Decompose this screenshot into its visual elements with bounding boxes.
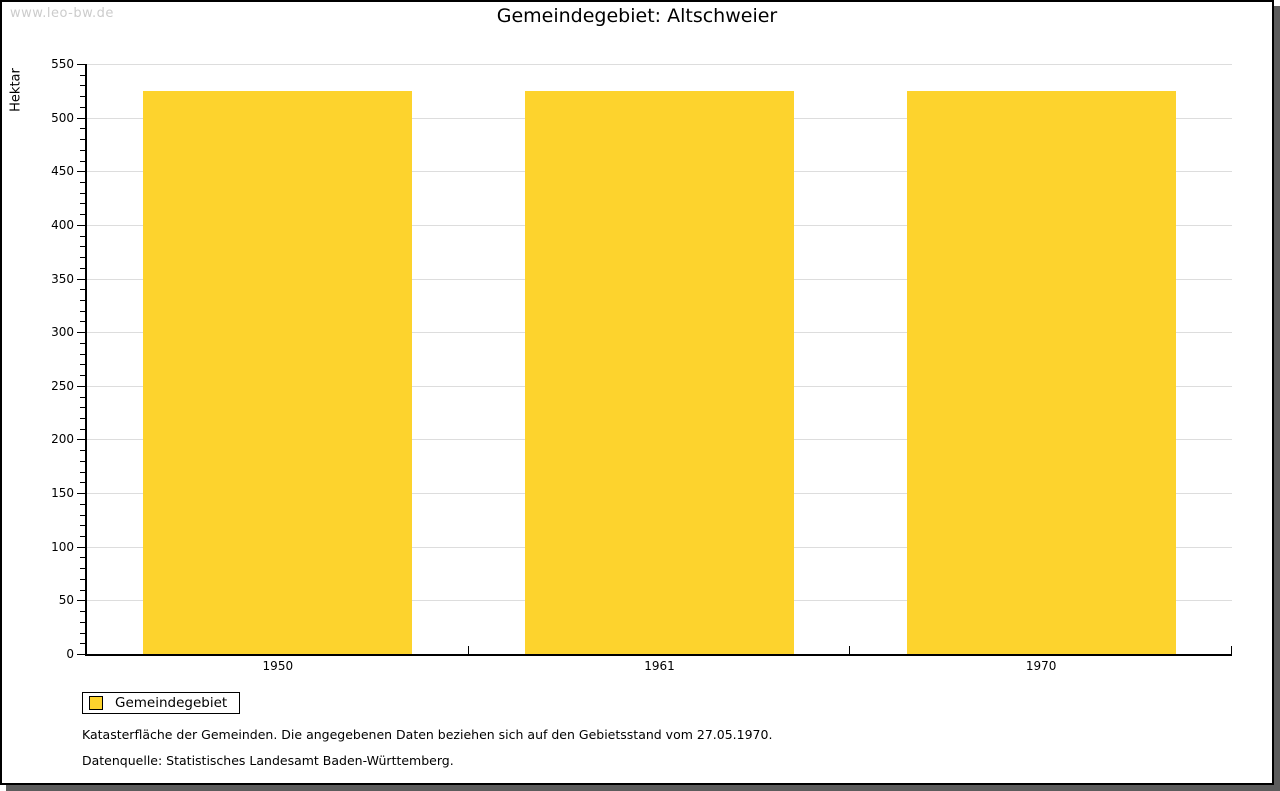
footnote-description: Katasterfläche der Gemeinden. Die angege… — [82, 727, 773, 742]
y-minor-tick-440 — [80, 182, 85, 183]
y-major-tick-400 — [77, 224, 85, 226]
y-tick-label-0: 0 — [66, 647, 74, 661]
y-major-tick-250 — [77, 385, 85, 387]
y-major-tick-450 — [77, 171, 85, 173]
x-tick-label-1950: 1950 — [262, 659, 294, 673]
y-tick-label-350: 350 — [51, 271, 74, 286]
y-minor-tick-340 — [80, 289, 85, 291]
y-minor-tick-210 — [80, 428, 85, 430]
x-tick-label-1970: 1970 — [1025, 659, 1057, 673]
y-minor-tick-170 — [80, 471, 85, 473]
y-major-tick-300 — [77, 332, 85, 334]
y-minor-tick-290 — [80, 342, 85, 344]
y-minor-tick-160 — [80, 482, 85, 484]
bar-1970 — [906, 90, 1176, 654]
footnote-source: Datenquelle: Statistisches Landesamt Bad… — [82, 753, 454, 768]
y-tick-label-400: 400 — [51, 217, 74, 232]
y-tick-label-100: 100 — [51, 539, 74, 554]
y-minor-tick-220 — [80, 418, 85, 419]
y-minor-tick-370 — [80, 257, 85, 259]
y-minor-tick-230 — [80, 407, 85, 409]
y-axis-label: Hektar — [8, 68, 24, 112]
x-boundary-tick-1 — [467, 646, 469, 654]
y-minor-tick-510 — [80, 106, 85, 108]
y-minor-tick-240 — [80, 396, 85, 398]
y-minor-tick-530 — [80, 85, 85, 87]
y-minor-tick-320 — [80, 310, 85, 312]
y-minor-tick-10 — [80, 643, 85, 645]
y-minor-tick-60 — [80, 589, 85, 591]
y-minor-tick-140 — [80, 503, 85, 505]
y-major-tick-50 — [77, 600, 85, 602]
x-boundary-tick-2 — [849, 646, 851, 654]
x-boundary-tick-3 — [1231, 646, 1232, 654]
y-minor-tick-430 — [80, 192, 85, 194]
legend: Gemeindegebiet — [82, 692, 241, 714]
y-major-tick-150 — [77, 493, 85, 495]
y-major-tick-200 — [77, 439, 85, 441]
y-tick-label-500: 500 — [51, 110, 74, 125]
y-minor-tick-40 — [80, 611, 85, 613]
y-minor-tick-130 — [80, 514, 85, 516]
y-tick-label-50: 50 — [58, 593, 74, 608]
page-title: Gemeindegebiet: Altschweier — [496, 5, 778, 27]
y-minor-tick-270 — [80, 364, 85, 366]
bar-1950 — [143, 90, 413, 654]
watermark: www.leo-bw.de — [10, 6, 114, 21]
y-minor-tick-120 — [80, 525, 85, 527]
y-major-tick-350 — [77, 278, 85, 280]
y-minor-tick-470 — [80, 149, 85, 151]
y-minor-tick-330 — [80, 300, 85, 301]
y-minor-tick-410 — [80, 214, 85, 216]
y-tick-label-450: 450 — [51, 164, 74, 179]
y-minor-tick-540 — [80, 74, 85, 76]
y-minor-tick-420 — [80, 203, 85, 205]
y-minor-tick-260 — [80, 375, 85, 377]
y-minor-tick-30 — [80, 621, 85, 623]
y-minor-tick-310 — [80, 321, 85, 323]
y-minor-tick-20 — [80, 632, 85, 634]
y-minor-tick-280 — [80, 353, 85, 355]
y-minor-tick-70 — [80, 578, 85, 580]
y-major-tick-500 — [77, 117, 85, 119]
gridline-550 — [87, 64, 1232, 65]
y-minor-tick-480 — [80, 139, 85, 141]
y-minor-tick-390 — [80, 235, 85, 237]
y-minor-tick-360 — [80, 267, 85, 269]
y-major-tick-0 — [77, 654, 85, 655]
bar-1961 — [524, 90, 795, 654]
y-minor-tick-460 — [80, 160, 85, 162]
y-tick-label-200: 200 — [51, 432, 74, 447]
plot-area — [85, 64, 1232, 656]
y-minor-tick-520 — [80, 96, 85, 98]
y-tick-label-550: 550 — [51, 57, 74, 71]
y-minor-tick-190 — [80, 450, 85, 452]
y-major-tick-550 — [77, 64, 85, 65]
y-minor-tick-90 — [80, 557, 85, 559]
y-tick-label-300: 300 — [51, 325, 74, 340]
y-minor-tick-380 — [80, 246, 85, 248]
y-tick-label-150: 150 — [51, 486, 74, 501]
y-minor-tick-180 — [80, 460, 85, 462]
legend-swatch-icon — [89, 696, 103, 710]
y-tick-label-250: 250 — [51, 378, 74, 393]
legend-label: Gemeindegebiet — [115, 695, 228, 711]
y-minor-tick-80 — [80, 568, 85, 570]
y-minor-tick-490 — [80, 128, 85, 130]
x-tick-label-1961: 1961 — [644, 659, 675, 673]
y-major-tick-100 — [77, 546, 85, 548]
y-minor-tick-110 — [80, 536, 85, 537]
